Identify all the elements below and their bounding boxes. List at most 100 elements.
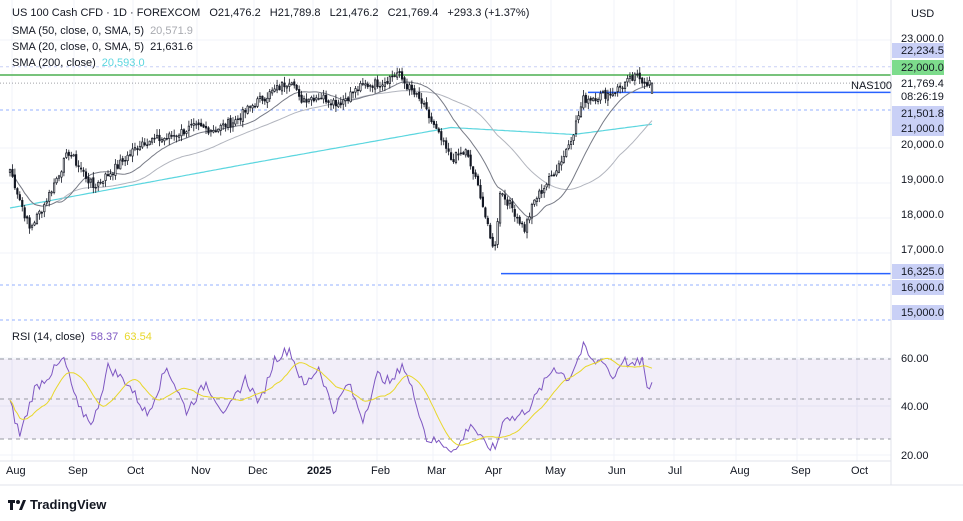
sma200-line xyxy=(9,123,653,209)
legend-sma50[interactable]: SMA (50, close, 0, SMA, 5) 20,571.9 xyxy=(12,24,199,38)
candle-body xyxy=(378,86,382,88)
candle-body xyxy=(322,94,325,100)
candle-body xyxy=(400,71,404,80)
candle-body xyxy=(359,82,362,92)
time-label-5: 2025 xyxy=(307,465,331,477)
candle-body xyxy=(584,94,587,103)
candle-body xyxy=(234,119,237,125)
candle-body xyxy=(53,182,56,193)
candle-body xyxy=(241,109,244,122)
sma200-value: 20,593.0 xyxy=(101,57,145,69)
candle-body xyxy=(597,99,600,102)
legend-sma200[interactable]: SMA (200, close) 20,593.0 xyxy=(12,56,151,70)
candle-body xyxy=(337,103,340,108)
candle-body xyxy=(472,166,475,174)
rsi-ma-line xyxy=(9,357,653,446)
tradingview-logo-icon xyxy=(8,499,26,510)
candle-body xyxy=(523,224,526,232)
badge-21000 xyxy=(892,121,944,136)
candle-body xyxy=(334,100,337,107)
legend-sma20[interactable]: SMA (20, close, 0, SMA, 5) 21,631.6 xyxy=(12,40,199,54)
legend-rsi[interactable]: RSI (14, close) 58.37 63.54 xyxy=(12,330,158,344)
price-tick-23000: 23,000.0 xyxy=(901,33,944,45)
candle-body xyxy=(567,144,570,149)
candle-body xyxy=(606,92,609,101)
candle-body xyxy=(222,123,225,126)
price-tick-17000: 17,000.0 xyxy=(901,244,944,256)
candle-body xyxy=(574,120,578,134)
candle-body xyxy=(180,129,183,137)
candle-body xyxy=(376,79,379,88)
candle-body xyxy=(366,83,369,88)
candle-body xyxy=(508,199,511,205)
candle-body xyxy=(236,118,239,120)
candle-body xyxy=(530,203,534,219)
candle-body xyxy=(467,150,470,157)
candle-body xyxy=(310,97,313,101)
price-tick-20000: 20,000.0 xyxy=(901,139,944,151)
badge-15000 xyxy=(892,305,944,320)
time-label-10: Jun xyxy=(608,465,626,477)
price-axis[interactable]: USD 23,000.0 20,000.0 19,000.0 18,000.0 … xyxy=(890,0,944,485)
candle-body xyxy=(207,127,210,134)
candle-body xyxy=(119,159,122,170)
high-value: H21,789.8 xyxy=(269,7,321,19)
candle-body xyxy=(347,97,350,101)
candle-body xyxy=(26,216,29,219)
candle-body xyxy=(21,199,24,207)
candle-body xyxy=(28,217,31,229)
candle-body xyxy=(261,95,264,101)
price-label-16325: 16,325.0 xyxy=(901,266,944,278)
time-label-13: Sep xyxy=(791,465,811,477)
candle-body xyxy=(356,89,360,92)
candle-body xyxy=(447,148,450,152)
rsi-tick-60: 60.00 xyxy=(901,353,929,365)
candle-body xyxy=(621,87,624,90)
candle-body xyxy=(16,188,19,195)
price-label-22234: 22,234.5 xyxy=(901,45,944,57)
candle-body xyxy=(131,148,134,157)
rsi-lines xyxy=(9,340,653,453)
time-label-4: Dec xyxy=(248,465,268,477)
currency-label: USD xyxy=(911,8,934,20)
candle-body xyxy=(300,94,303,103)
candle-body xyxy=(283,82,286,88)
candle-body xyxy=(280,82,284,92)
candle-body xyxy=(75,154,78,166)
candle-body xyxy=(11,168,14,177)
candle-body xyxy=(427,109,431,119)
time-label-12: Aug xyxy=(730,465,750,477)
candle-body xyxy=(459,152,462,155)
candle-body xyxy=(643,81,646,84)
candle-body xyxy=(305,98,308,103)
candle-body xyxy=(577,115,580,121)
candle-body xyxy=(23,207,26,219)
candle-body xyxy=(329,103,333,106)
candle-body xyxy=(109,173,112,177)
countdown-label: 08:26:19 xyxy=(901,91,944,103)
time-label-11: Jul xyxy=(668,465,682,477)
candle-body xyxy=(327,100,330,103)
candle-body xyxy=(535,198,538,202)
candle-body xyxy=(501,193,504,196)
candle-body xyxy=(33,222,36,226)
candle-body xyxy=(354,88,357,93)
candle-body xyxy=(293,81,296,86)
candle-body xyxy=(99,181,102,184)
last-price-label: 21,769.4 xyxy=(901,78,944,90)
candle-body xyxy=(435,123,438,129)
candle-body xyxy=(231,122,235,128)
candle-body xyxy=(496,221,499,245)
candle-body xyxy=(121,158,124,162)
candle-body xyxy=(562,156,565,163)
candle-body xyxy=(246,105,249,114)
candle-body xyxy=(498,192,502,224)
candle-body xyxy=(636,73,639,76)
candle-body xyxy=(528,216,531,221)
sma20-line xyxy=(9,81,653,218)
tradingview-logo-text: TradingView xyxy=(30,497,107,512)
tradingview-logo[interactable]: TradingView xyxy=(8,497,106,512)
time-axis[interactable]: Aug Sep Oct Nov Dec 2025 Feb Mar Apr May Jun Jul Aug… xyxy=(6,465,868,477)
candle-body xyxy=(57,175,61,179)
